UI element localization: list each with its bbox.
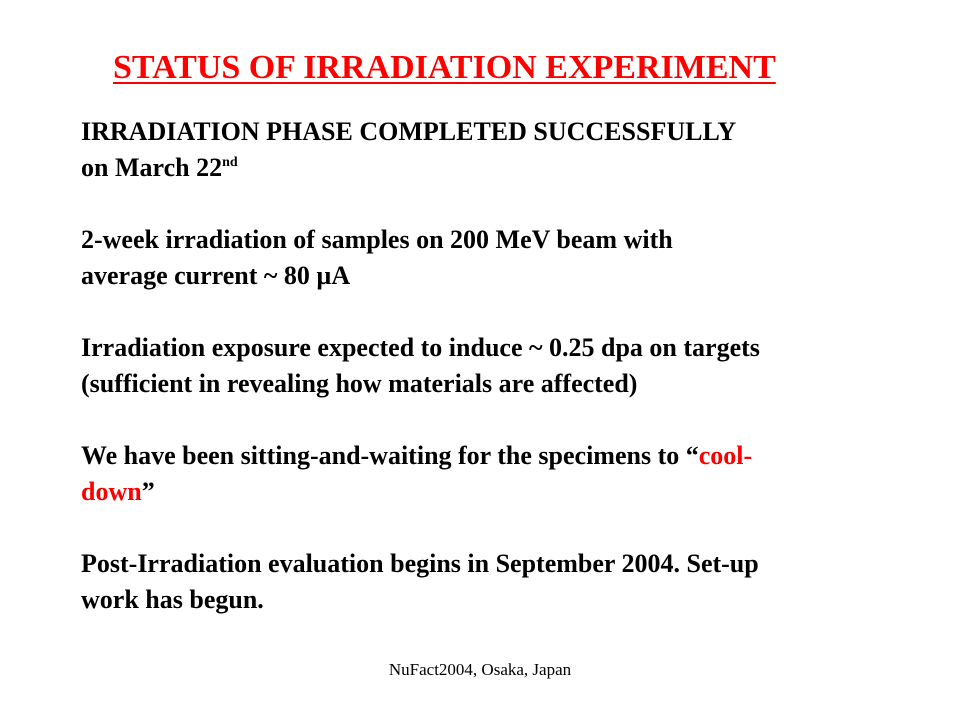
paragraph-line: 2-week irradiation of samples on 200 MeV… <box>81 225 673 254</box>
paragraph-line: IRRADIATION PHASE COMPLETED SUCCESSFULLY <box>81 117 737 146</box>
slide-title: STATUS OF IRRADIATION EXPERIMENT <box>113 49 776 86</box>
paragraph-line: work has begun. <box>81 585 264 614</box>
paragraph-cooldown: We have been sitting-and-waiting for the… <box>81 438 931 510</box>
highlight-text: down <box>81 477 142 506</box>
paragraph-line: Post-Irradiation evaluation begins in Se… <box>81 549 759 578</box>
slide-footer: NuFact2004, Osaka, Japan <box>388 660 572 679</box>
paragraph-line: Irradiation exposure expected to induce … <box>81 333 760 362</box>
paragraph-line: down” <box>81 474 931 510</box>
highlight-text: cool- <box>698 441 753 470</box>
date-text: on March 22 <box>81 153 223 182</box>
paragraph-beam: 2-week irradiation of samples on 200 MeV… <box>81 222 931 294</box>
slide-body: IRRADIATION PHASE COMPLETED SUCCESSFULLY… <box>81 114 931 618</box>
line-text: ” <box>141 477 155 506</box>
ordinal-suffix: nd <box>222 155 238 170</box>
line-text: We have been sitting-and-waiting for the… <box>81 441 699 470</box>
paragraph-line: We have been sitting-and-waiting for the… <box>81 438 931 474</box>
paragraph-line: average current ~ 80 µA <box>81 261 351 290</box>
paragraph-post-irradiation: Post-Irradiation evaluation begins in Se… <box>81 546 931 618</box>
paragraph-exposure: Irradiation exposure expected to induce … <box>81 330 931 402</box>
paragraph-line: (sufficient in revealing how materials a… <box>81 369 638 398</box>
paragraph-irradiation-complete: IRRADIATION PHASE COMPLETED SUCCESSFULLY… <box>81 114 931 186</box>
paragraph-line: on March 22nd <box>81 150 931 186</box>
